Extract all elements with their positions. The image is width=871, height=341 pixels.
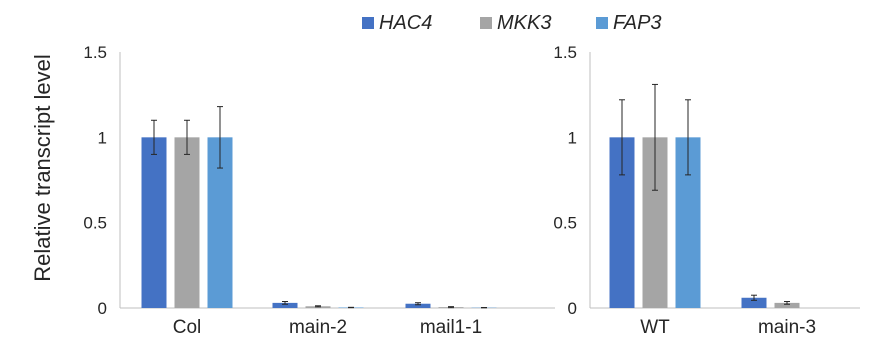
y-tick-label: 1.5 [83, 43, 107, 62]
bar-hac4 [272, 302, 298, 308]
category-label: main-2 [289, 317, 347, 338]
category-label: Col [173, 317, 202, 338]
category-label: WT [640, 317, 670, 338]
y-tick-label: 0.5 [553, 214, 577, 233]
legend-label-hac4: HAC4 [379, 12, 432, 34]
y-tick-label: 1 [98, 128, 107, 147]
bar-mkk3 [174, 137, 200, 308]
y-tick-label: 1.5 [553, 43, 577, 62]
category-label: main-3 [758, 317, 816, 338]
y-tick-label: 0 [98, 299, 107, 318]
legend-label-mkk3: MKK3 [497, 12, 551, 34]
bar-hac4 [405, 303, 431, 308]
legend: HAC4 MKK3 FAP3 [362, 12, 662, 34]
bar-hac4 [741, 297, 767, 308]
y-axis-label: Relative transcript level [30, 54, 55, 281]
bar-mkk3 [774, 302, 800, 308]
y-tick-label: 0.5 [83, 214, 107, 233]
y-tick-label: 0 [568, 299, 577, 318]
bar-hac4 [141, 137, 167, 308]
legend-label-fap3: FAP3 [613, 12, 662, 34]
panel-right: 0 0.5 1 1.5 WT main-3 [553, 43, 860, 338]
legend-swatch-fap3 [596, 17, 608, 29]
category-label: mail1-1 [420, 317, 482, 338]
legend-swatch-mkk3 [480, 17, 492, 29]
y-tick-label: 1 [568, 128, 577, 147]
panel-left: 0 0.5 1 1.5 Col main-2 mail1-1 [83, 43, 555, 338]
legend-swatch-hac4 [362, 17, 374, 29]
